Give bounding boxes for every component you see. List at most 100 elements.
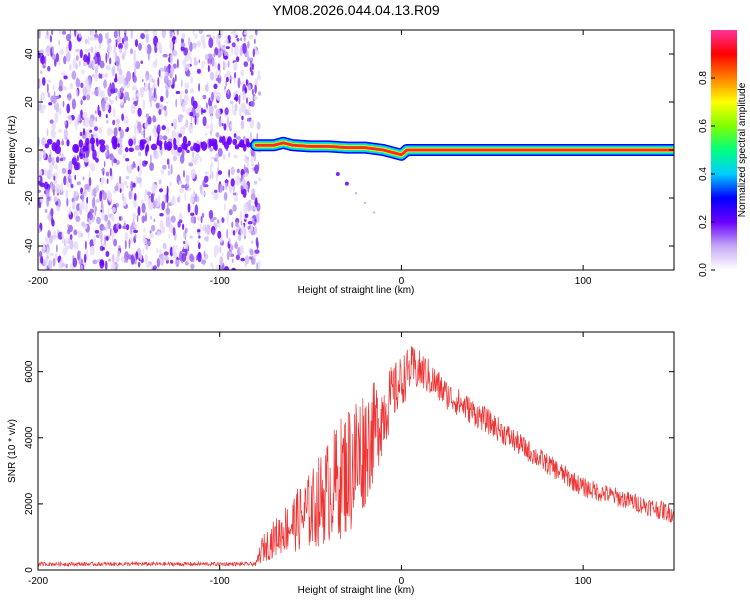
spectrogram-noise-speck [92,259,98,265]
spectrogram-noise-speck [124,91,130,101]
spectrogram-noise-speck [209,147,213,152]
spectrogram-noise-speck [215,132,220,138]
spectrogram-noise-speck [230,123,233,129]
spectrogram-noise-speck [71,201,76,209]
spectrogram-noise-speck [257,260,261,270]
spectrogram-noise-speck [105,223,109,232]
spectrogram-noise-speck [186,149,190,154]
spectrogram-noise-speck [229,244,234,251]
spectrogram-noise-speck [196,216,202,221]
spectrogram-noise-speck [111,82,115,91]
spectrogram-noise-speck [117,75,123,85]
spectrogram-noise-speck [134,193,137,201]
spectrogram-noise-speck [205,107,208,112]
spectrogram-noise-speck [235,93,239,102]
spectrogram-noise-speck [251,240,254,244]
spectrogram-noise-speck [254,197,258,208]
spectrogram-noise-speck [128,147,134,153]
spectrogram-noise-speck [226,213,229,224]
spectrogram-noise-speck [80,264,83,270]
spectrogram-noise-speck [135,60,141,70]
spectrogram-noise-speck [156,127,159,134]
spectrogram-noise-speck [166,100,169,105]
spectrogram-branch-point [372,211,376,214]
spectrogram-noise-speck [226,251,230,261]
spectrogram-noise-speck [238,107,243,115]
spectrogram-noise-speck [140,131,144,136]
spectrogram-noise-speck [159,213,164,217]
spectrogram-noise-speck [254,164,259,174]
spectrogram-noise-speck [240,185,244,190]
spectrogram-noise-speck [151,78,155,83]
spectrogram-noise-speck [231,267,236,270]
spectrogram-noise-speck [120,100,124,106]
spectrogram-noise-speck [43,150,46,160]
spectrogram-noise-speck [146,44,152,55]
spectrogram-noise-speck [166,141,173,150]
spectrogram-noise-speck [200,34,206,45]
spectrogram-noise-speck [142,238,148,245]
spectrogram-noise-speck [241,103,246,113]
spectrogram-noise-speck [84,38,88,45]
spectrogram-noise-speck [192,100,198,110]
spectrogram-noise-speck [232,138,238,146]
spectrogram-noise-speck [55,156,60,163]
spectrogram-noise-speck [233,133,237,138]
spectrogram-noise-speck [113,30,118,39]
spectrogram-noise-speck [194,204,199,216]
spectrogram-branch-point [344,181,349,186]
spectrogram-noise-speck [162,53,168,58]
spectrogram-noise-speck [193,59,198,66]
spectrogram-noise-speck [206,224,211,236]
spectrogram-noise-speck [213,83,218,90]
spectrogram-noise-speck [228,38,231,43]
spectrogram-noise-speck [114,52,118,61]
spectrogram-noise-speck [140,33,146,40]
spectrogram-noise-speck [246,97,248,104]
spectrogram-noise-speck [253,38,256,45]
spectrogram-noise-speck [166,203,169,214]
spectrogram-noise-speck [220,108,223,114]
spectrogram-noise-speck [144,193,147,203]
spectrogram-noise-speck [119,188,122,193]
spectrogram-noise-speck [143,128,146,139]
spectrogram-noise-speck [166,158,170,165]
spectrogram-noise-speck [187,36,191,46]
colorbar-tick-label: 0.6 [698,119,709,133]
spectrogram-noise-speck [201,109,207,113]
spectrogram-noise-speck [38,78,41,89]
spectrogram-x-tick-label: 0 [399,276,405,287]
spectrogram-noise-speck [150,154,152,164]
spectrogram-noise-speck [145,33,149,43]
spectrogram-noise-speck [189,196,194,204]
spectrogram-noise-speck [254,249,260,254]
spectrogram-noise-speck [184,248,188,257]
spectrogram-noise-speck [170,65,175,75]
spectrogram-x-tick-label: -100 [210,276,230,287]
spectrogram-noise-speck [113,127,118,137]
spectrogram-noise-speck [101,247,105,251]
spectrogram-noise-speck [55,183,61,194]
spectrogram-noise-speck [44,208,48,213]
spectrogram-noise-speck [240,69,244,77]
spectrogram-noise-speck [77,230,82,238]
spectrogram-noise-speck [238,231,241,235]
spectrogram-noise-speck [58,30,62,35]
spectrogram-noise-speck [235,228,238,233]
spectrogram-noise-speck [223,191,228,201]
spectrogram-noise-speck [246,50,250,61]
spectrogram-noise-speck [98,110,102,118]
snr-x-tick-label: -100 [210,576,230,587]
spectrogram-noise-speck [110,262,116,270]
spectrogram-noise-speck [236,168,240,174]
spectrogram-noise-speck [73,241,79,250]
spectrogram-noise-speck [212,195,218,200]
spectrogram-noise-speck [88,212,93,221]
spectrogram-noise-speck [146,191,152,196]
spectrogram-noise-speck [86,93,90,101]
spectrogram-noise-speck [48,102,53,106]
spectrogram-noise-speck [43,261,46,265]
spectrogram-noise-speck [81,221,86,227]
spectrogram-noise-speck [200,215,203,224]
spectrogram-noise-speck [79,202,84,211]
